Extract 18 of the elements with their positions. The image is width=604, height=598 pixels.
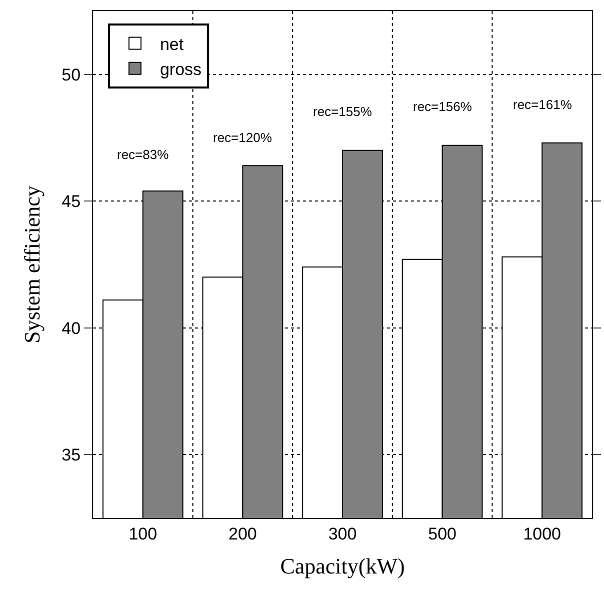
- annotation: rec=83%: [117, 147, 170, 162]
- x-tick-label: 100: [128, 524, 158, 544]
- x-axis-title: Capacity(kW): [280, 553, 405, 578]
- annotation: rec=161%: [513, 97, 572, 112]
- x-tick-label: 1000: [523, 524, 562, 544]
- y-axis-title: System efficiency: [19, 186, 44, 344]
- y-tick-label: 45: [62, 192, 81, 212]
- y-tick-label: 50: [62, 65, 81, 84]
- annotation: rec=120%: [213, 130, 272, 145]
- x-tick-label: 200: [228, 524, 257, 544]
- y-tick-label: 35: [62, 446, 81, 465]
- legend-label: gross: [160, 60, 202, 79]
- annotation: rec=155%: [313, 104, 372, 119]
- x-tick-label: 300: [328, 524, 357, 544]
- y-tick-label: 40: [62, 318, 81, 338]
- x-tick-label: 500: [428, 524, 456, 544]
- annotation: rec=156%: [413, 99, 472, 114]
- legend-label: net: [160, 34, 184, 54]
